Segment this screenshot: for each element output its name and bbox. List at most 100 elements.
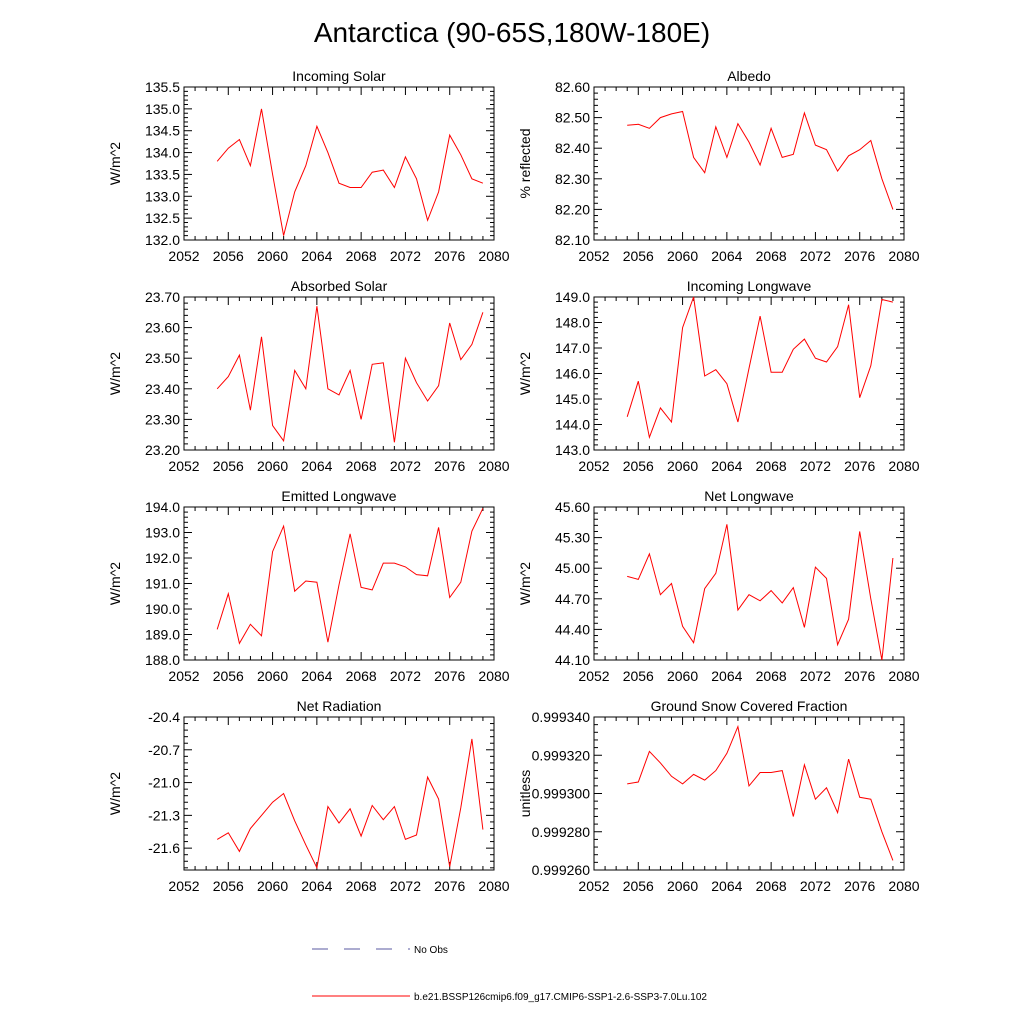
- x-tick-label: 2072: [390, 248, 421, 264]
- x-tick-label: 2072: [800, 668, 831, 684]
- y-tick-label: -21.3: [148, 807, 180, 823]
- y-tick-label: 145.0: [555, 391, 590, 407]
- chart-panel-2: Absorbed Solar W/m^2 2052 2056 2060 2064 2068 2…: [107, 278, 510, 474]
- legend-label-no-obs: No Obs: [414, 945, 448, 956]
- y-axis-label: W/m^2: [517, 562, 533, 605]
- y-tick-label: 144.0: [555, 417, 590, 433]
- x-tick-label: 2064: [711, 668, 742, 684]
- chart-panel-7: Ground Snow Covered Fraction unitless 2052…: [517, 698, 920, 894]
- y-axis-label: W/m^2: [107, 352, 123, 395]
- series-line: [216, 508, 484, 645]
- x-tick-label: 2072: [390, 458, 421, 474]
- x-tick-label: 2060: [257, 458, 288, 474]
- y-tick-label: 23.70: [145, 289, 180, 305]
- x-tick-label: 2076: [434, 248, 465, 264]
- x-tick-label: 2056: [623, 248, 654, 264]
- x-tick-label: 2072: [800, 458, 831, 474]
- x-tick-label: 2080: [888, 668, 919, 684]
- x-tick-label: 2068: [346, 248, 377, 264]
- y-tick-label: 0.999320: [532, 747, 591, 763]
- x-tick-label: 2056: [623, 668, 654, 684]
- x-tick-label: 2068: [756, 668, 787, 684]
- y-tick-label: -20.7: [148, 742, 180, 758]
- x-tick-label: 2052: [168, 248, 199, 264]
- series-line: [216, 738, 484, 870]
- chart-panel-0: Incoming Solar W/m^2 2052 2056 2060 2064 2068 2…: [107, 68, 510, 264]
- x-tick-label: 2076: [844, 248, 875, 264]
- x-tick-label: 2052: [168, 668, 199, 684]
- panel-title: Ground Snow Covered Fraction: [651, 698, 848, 714]
- x-tick-label: 2072: [390, 878, 421, 894]
- x-tick-label: 2080: [478, 668, 509, 684]
- y-tick-label: 190.0: [145, 601, 180, 617]
- x-tick-label: 2060: [667, 248, 698, 264]
- x-tick-label: 2052: [168, 878, 199, 894]
- series-line: [216, 306, 484, 443]
- x-tick-label: 2052: [168, 458, 199, 474]
- x-tick-label: 2064: [301, 458, 332, 474]
- y-tick-label: 82.50: [555, 110, 590, 126]
- x-tick-label: 2068: [346, 458, 377, 474]
- panel-title: Incoming Solar: [292, 68, 386, 84]
- series-line: [627, 110, 894, 210]
- x-tick-label: 2052: [578, 668, 609, 684]
- y-tick-label: -21.6: [148, 840, 180, 856]
- y-tick-label: 82.20: [555, 201, 590, 217]
- y-tick-label: 192.0: [145, 550, 180, 566]
- x-tick-label: 2064: [711, 878, 742, 894]
- panel-title: Incoming Longwave: [687, 278, 812, 294]
- y-tick-label: 45.60: [555, 499, 590, 515]
- y-tick-label: 23.20: [145, 442, 180, 458]
- y-tick-label: 0.999280: [532, 824, 591, 840]
- x-tick-label: 2056: [213, 878, 244, 894]
- x-tick-label: 2068: [346, 878, 377, 894]
- legend-label-model: b.e21.BSSP126cmip6.f09_g17.CMIP6-SSP1-2.…: [414, 992, 707, 1003]
- series-line: [216, 108, 484, 236]
- y-tick-label: 134.5: [145, 123, 180, 139]
- y-tick-label: 82.30: [555, 171, 590, 187]
- x-tick-label: 2056: [213, 458, 244, 474]
- panels: Incoming Solar W/m^2 2052 2056 2060 2064 2068 2…: [107, 68, 920, 894]
- x-tick-label: 2068: [346, 668, 377, 684]
- x-tick-label: 2052: [578, 878, 609, 894]
- x-tick-label: 2056: [623, 458, 654, 474]
- y-tick-label: 132.0: [145, 232, 180, 248]
- y-axis-label: unitless: [517, 770, 533, 817]
- x-tick-label: 2080: [478, 878, 509, 894]
- x-tick-label: 2056: [623, 878, 654, 894]
- x-tick-label: 2064: [301, 878, 332, 894]
- x-tick-label: 2052: [578, 248, 609, 264]
- y-tick-label: 143.0: [555, 442, 590, 458]
- y-tick-label: 45.30: [555, 530, 590, 546]
- x-tick-label: 2076: [844, 458, 875, 474]
- x-tick-label: 2080: [888, 878, 919, 894]
- x-tick-label: 2068: [756, 458, 787, 474]
- x-tick-label: 2060: [257, 248, 288, 264]
- chart-panel-5: Net Longwave W/m^2 2052 2056 2060 2064 2068 207…: [517, 488, 920, 684]
- x-tick-label: 2072: [800, 248, 831, 264]
- y-tick-label: 191.0: [145, 576, 180, 592]
- y-tick-label: -21.0: [148, 775, 180, 791]
- x-tick-label: 2076: [844, 668, 875, 684]
- x-tick-label: 2072: [800, 878, 831, 894]
- y-tick-label: 134.0: [145, 145, 180, 161]
- x-tick-label: 2060: [667, 878, 698, 894]
- x-tick-label: 2068: [756, 878, 787, 894]
- y-tick-label: 132.5: [145, 210, 180, 226]
- y-tick-label: 148.0: [555, 315, 590, 331]
- y-tick-label: 0.999340: [532, 709, 591, 725]
- x-tick-label: 2064: [711, 458, 742, 474]
- chart-panel-4: Emitted Longwave W/m^2 2052 2056 2060 2064 206…: [107, 488, 510, 684]
- x-tick-label: 2076: [434, 458, 465, 474]
- y-tick-label: 45.00: [555, 560, 590, 576]
- x-tick-label: 2080: [478, 458, 509, 474]
- y-axis-label: W/m^2: [107, 772, 123, 815]
- y-tick-label: 189.0: [145, 627, 180, 643]
- panel-title: Net Radiation: [297, 698, 382, 714]
- y-axis-label: % reflected: [517, 128, 533, 198]
- x-tick-label: 2076: [434, 878, 465, 894]
- x-tick-label: 2068: [756, 248, 787, 264]
- y-tick-label: 44.40: [555, 621, 590, 637]
- y-tick-label: 0.999300: [532, 786, 591, 802]
